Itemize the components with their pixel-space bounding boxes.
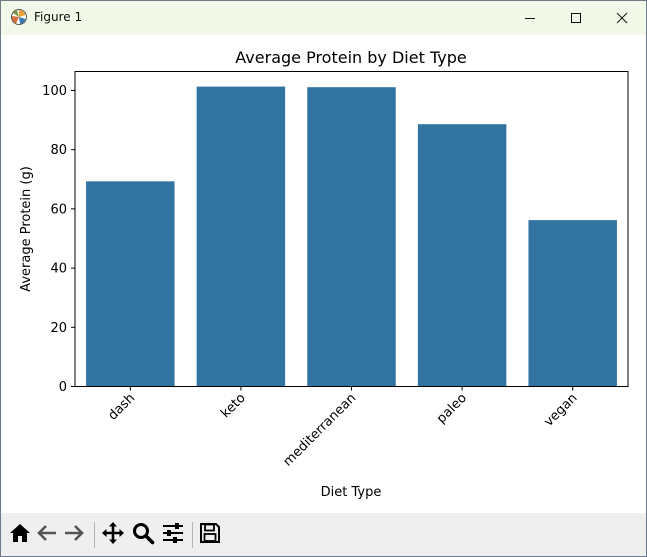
close-icon bbox=[616, 9, 628, 28]
toolbar-separator bbox=[192, 522, 193, 548]
window-title: Figure 1 bbox=[34, 10, 83, 24]
y-tick-label: 80 bbox=[50, 143, 67, 158]
forward-arrow-icon bbox=[62, 521, 86, 549]
x-axis-ticks: dash keto mediterranean paleo vegan bbox=[105, 386, 581, 470]
configure-subplots-button[interactable] bbox=[160, 522, 186, 548]
pan-button[interactable] bbox=[100, 522, 126, 548]
figure-canvas[interactable]: Average Protein by Diet Type 0 20 40 60 80 10… bbox=[1, 35, 646, 513]
bar-keto bbox=[196, 86, 286, 387]
floppy-disk-icon bbox=[198, 521, 222, 549]
y-tick-label: 0 bbox=[59, 380, 67, 395]
maximize-icon bbox=[570, 9, 582, 28]
sliders-icon bbox=[161, 521, 185, 549]
bars bbox=[86, 86, 617, 387]
close-button[interactable] bbox=[599, 1, 645, 35]
bar-chart: Average Protein by Diet Type 0 20 40 60 80 10… bbox=[19, 48, 629, 500]
zoom-button[interactable] bbox=[130, 522, 156, 548]
maximize-button[interactable] bbox=[553, 1, 599, 35]
x-tick-label: dash bbox=[105, 391, 138, 424]
forward-button[interactable] bbox=[61, 522, 87, 548]
minimize-button[interactable] bbox=[507, 1, 553, 35]
y-axis-label: Average Protein (g) bbox=[19, 166, 34, 292]
chart-title: Average Protein by Diet Type bbox=[235, 48, 466, 67]
bar-vegan bbox=[528, 220, 617, 387]
title-bar[interactable]: Figure 1 bbox=[1, 1, 646, 35]
magnifier-icon bbox=[131, 521, 155, 549]
y-tick-label: 60 bbox=[50, 202, 67, 217]
bar-dash bbox=[86, 181, 175, 387]
y-tick-label: 100 bbox=[42, 84, 67, 99]
toolbar-separator bbox=[94, 522, 95, 548]
y-tick-label: 40 bbox=[50, 262, 67, 277]
home-icon bbox=[8, 521, 32, 549]
y-tick-label: 20 bbox=[50, 321, 67, 336]
x-tick-label: mediterranean bbox=[280, 391, 359, 470]
back-arrow-icon bbox=[35, 521, 59, 549]
move-icon bbox=[101, 521, 125, 549]
x-tick-label: vegan bbox=[542, 391, 581, 430]
matplotlib-icon bbox=[10, 8, 28, 26]
save-button[interactable] bbox=[197, 522, 223, 548]
bar-mediterranean bbox=[307, 87, 396, 387]
navigation-toolbar bbox=[1, 513, 646, 556]
x-axis-label: Diet Type bbox=[321, 485, 382, 500]
y-axis-ticks: 0 20 40 60 80 100 bbox=[42, 84, 75, 395]
x-tick-label: keto bbox=[218, 391, 249, 422]
home-button[interactable] bbox=[7, 522, 33, 548]
minimize-icon bbox=[524, 9, 536, 28]
x-tick-label: paleo bbox=[434, 391, 470, 427]
back-button[interactable] bbox=[34, 522, 60, 548]
bar-paleo bbox=[417, 124, 507, 387]
axes-frame bbox=[74, 71, 629, 387]
